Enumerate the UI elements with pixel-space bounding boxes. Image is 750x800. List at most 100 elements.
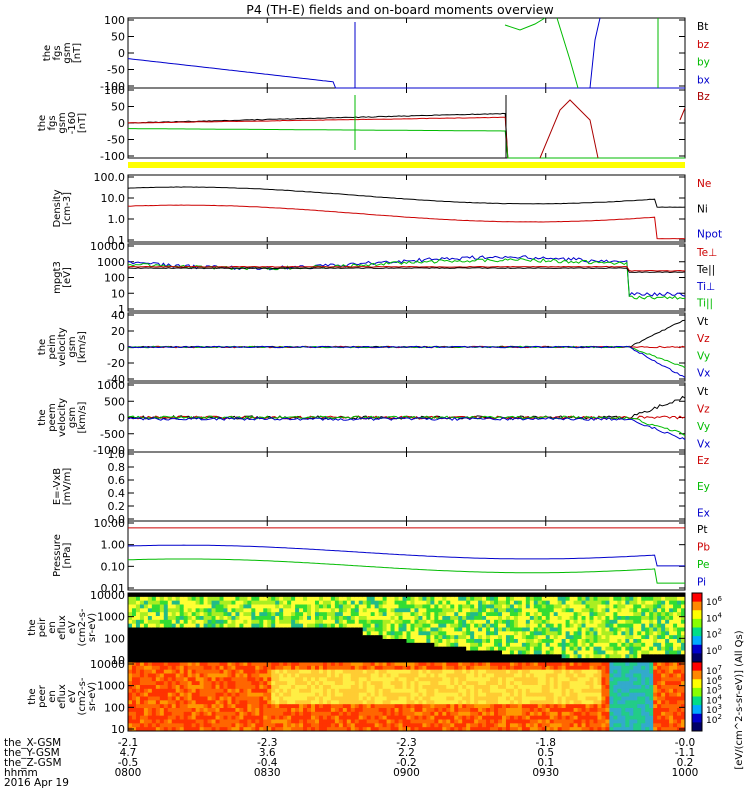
legend-bt: Bt	[697, 21, 708, 33]
svg-text:eflux: eflux	[57, 615, 68, 640]
legend-bz: bz	[697, 39, 710, 51]
legend-pt: Pt	[697, 524, 707, 536]
xaxis-value: -1.1	[675, 747, 696, 759]
xaxis-value: 0900	[393, 767, 420, 779]
colorbar-tick: 107	[706, 664, 722, 677]
y-tick-label: 50	[111, 31, 125, 44]
legend-te⊥: Te⊥	[696, 247, 717, 259]
xaxis-value: 2.2	[398, 747, 415, 759]
legend-vy: Vy	[697, 350, 710, 362]
legend-vz: Vz	[697, 403, 710, 415]
xaxis-value: -0.4	[257, 757, 278, 769]
y-tick-label: 10000	[90, 658, 125, 671]
colorbar-tick: 102	[706, 713, 722, 726]
svg-text:mpgt3: mpgt3	[52, 261, 63, 294]
svg-text:fgs: fgs	[52, 45, 63, 60]
y-tick-label: 10.00	[94, 517, 126, 530]
legend-ez: Ez	[697, 455, 710, 467]
legend-ni: Ni	[697, 203, 708, 215]
svg-text:the: the	[42, 45, 53, 61]
xaxis-value: 0830	[254, 767, 281, 779]
y-tick-label: 0.2	[108, 500, 126, 513]
legend-ex: Ex	[697, 507, 710, 519]
y-tick-label: 100	[104, 84, 125, 97]
y-tick-label: 0.1	[108, 234, 126, 247]
y-tick-label: 1000	[97, 611, 125, 624]
y-axis-label: mpgt3 [eV]	[52, 261, 73, 294]
xaxis-value: 0800	[115, 767, 142, 779]
legend-vy: Vy	[697, 421, 710, 433]
y-tick-label: 0.0	[108, 513, 126, 526]
xaxis-row-label: the_Z-GSM	[4, 757, 62, 769]
y-tick-label: 1000	[97, 379, 125, 392]
panel-density: 100.0 10.0 1.0 0.1 Density [cm-3] Ne Ni Npot	[52, 171, 722, 247]
panel-frame	[127, 174, 686, 243]
colorbar-tick: 106	[706, 595, 722, 608]
y-tick-label: -1000	[93, 444, 125, 457]
colorbar-label: [eV/(cm^2-s-sr-eV)] (All Qs)	[734, 630, 745, 769]
legend-vz: Vz	[697, 333, 710, 345]
svg-text:E=-VxB: E=-VxB	[52, 468, 63, 505]
y-tick-label: 0.4	[108, 487, 126, 500]
legend-ti||: Ti||	[696, 298, 713, 310]
svg-text:[nPa]: [nPa]	[62, 542, 73, 568]
panel-frame	[127, 17, 686, 89]
y-tick-label: -100	[100, 80, 125, 93]
y-axis-label: the peem velocity gsm [km/s]	[37, 398, 88, 437]
panel-temp: 10000 1000 100 10 1 mpgt3 [eV] Te⊥ Te|| Ti⊥ Ti||	[52, 240, 717, 316]
xaxis-value: 0.2	[677, 757, 694, 769]
y-axis-label: E=-VxB [mV/m]	[52, 468, 73, 506]
svg-text:Density: Density	[52, 189, 63, 227]
colorbar-tick: 104	[706, 611, 722, 624]
xaxis-value: -1.8	[536, 737, 557, 749]
legend-npot: Npot	[697, 229, 722, 241]
y-tick-label: 1000	[97, 680, 125, 693]
svg-text:Pressure: Pressure	[52, 534, 63, 577]
legend-ne: Ne	[697, 178, 711, 190]
svg-text:peir: peir	[37, 617, 48, 637]
legend-ey: Ey	[697, 481, 710, 493]
xaxis-value: -0.0	[675, 737, 696, 749]
legend-vt: Vt	[697, 316, 708, 328]
svg-text:the: the	[37, 339, 48, 355]
legend-by: by	[697, 57, 710, 69]
xaxis-row-label: the_Y-GSM	[4, 747, 60, 759]
legend-vt: Vt	[697, 386, 708, 398]
y-tick-label: 100.0	[94, 171, 126, 184]
y-tick-label: 1	[118, 303, 125, 316]
y-tick-label: 0.01	[101, 582, 126, 595]
y-tick-label: 100	[104, 14, 125, 27]
y-tick-label: 0	[118, 117, 125, 130]
colorbar-tick: 104	[706, 693, 722, 706]
legend-vx: Vx	[697, 438, 710, 450]
y-axis-label: the peim velocity gsm [km/s]	[37, 327, 88, 366]
y-tick-label: -500	[100, 428, 125, 441]
y-tick-label: 50	[111, 101, 125, 114]
y-tick-label: 10000	[90, 589, 125, 602]
panel-pressure: 10.00 1.00 0.10 0.01 Pressure [nPa] Pt Pb Pe Pi	[52, 517, 710, 595]
y-tick-label: 0.6	[108, 474, 126, 487]
y-tick-label: -20	[107, 357, 125, 370]
colorbar-tick: 100	[706, 644, 722, 657]
colorbar-tick: 105	[706, 684, 722, 697]
svg-text:eV: eV	[67, 621, 78, 634]
xaxis-value: -2.3	[396, 737, 417, 749]
xaxis-value: 0930	[532, 767, 559, 779]
xaxis-value: 3.6	[259, 747, 276, 759]
quality-flag-bar	[128, 162, 685, 168]
panel-peir: 10000 1000 100 10 the peir en eflux eV (cm2-s-sr-…	[27, 589, 722, 667]
svg-text:the: the	[37, 409, 48, 425]
legend-pi: Pi	[697, 576, 706, 588]
svg-text:the: the	[37, 115, 48, 131]
svg-text:(cm2-s-: (cm2-s-	[77, 608, 88, 646]
svg-text:gsm: gsm	[62, 42, 73, 63]
y-tick-label: 500	[104, 395, 125, 408]
svg-text:[nT]: [nT]	[72, 43, 83, 63]
xaxis-value: -2.3	[257, 737, 278, 749]
y-tick-label: 0	[118, 412, 125, 425]
legend-te||: Te||	[696, 264, 715, 276]
legend-pe: Pe	[697, 559, 709, 571]
colorbar-tick: 103	[706, 703, 722, 716]
y-tick-label: 10	[111, 654, 125, 667]
